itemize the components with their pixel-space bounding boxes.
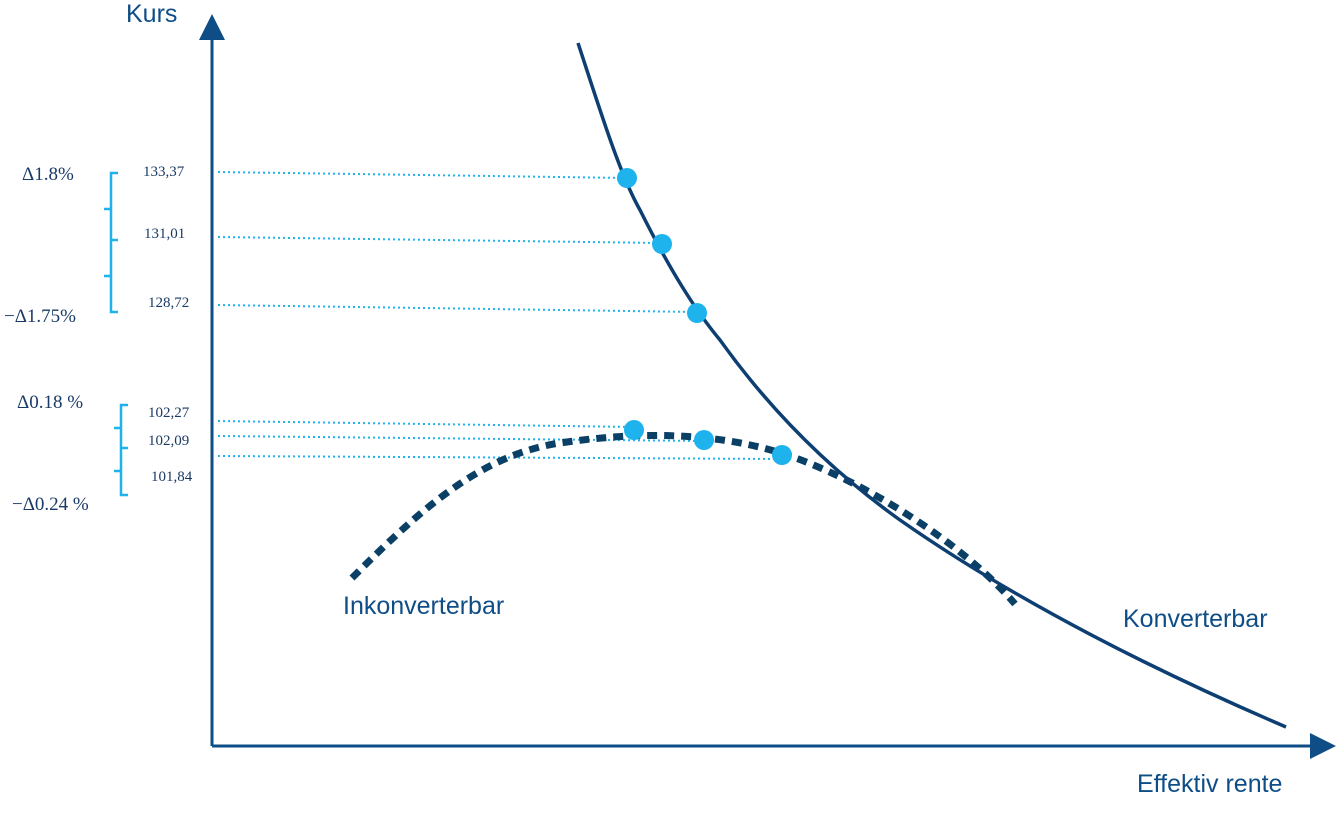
price-point: [694, 430, 714, 450]
price-point: [652, 234, 672, 254]
convertible-label: Konverterbar: [1123, 605, 1268, 633]
price-point: [624, 420, 644, 440]
convertible-delta-down: −Δ1.75%: [4, 306, 77, 327]
y-axis-arrow: [199, 14, 225, 40]
non-convertible-delta-down: −Δ0.24 %: [12, 494, 89, 515]
price-point: [617, 168, 637, 188]
convertible-delta-up: Δ1.8%: [22, 164, 74, 185]
price-label: 133,37: [143, 164, 185, 180]
price-label: 101,84: [151, 469, 193, 485]
non-convertible-delta-brace: [114, 403, 128, 497]
guide-line: [217, 420, 634, 428]
price-label: 102,09: [148, 433, 190, 449]
price-label: 128,72: [148, 295, 190, 311]
non-convertible-label: Inkonverterbar: [343, 592, 505, 620]
x-axis-label: Effektiv rente: [1137, 770, 1283, 798]
guide-line: [217, 304, 697, 313]
guide-line: [217, 435, 705, 442]
price-point: [687, 303, 707, 323]
convertible-delta-brace: [104, 171, 118, 314]
non-convertible-delta-up: Δ0.18 %: [17, 392, 84, 413]
price-label: 102,27: [148, 405, 190, 421]
x-axis-arrow: [1310, 733, 1336, 759]
y-axis-label: Kurs: [126, 0, 178, 28]
price-point: [772, 445, 792, 465]
guide-line: [217, 171, 627, 179]
price-label: 131,01: [144, 226, 186, 242]
guide-line: [217, 236, 662, 244]
non-convertible-curve: [349, 432, 1018, 607]
